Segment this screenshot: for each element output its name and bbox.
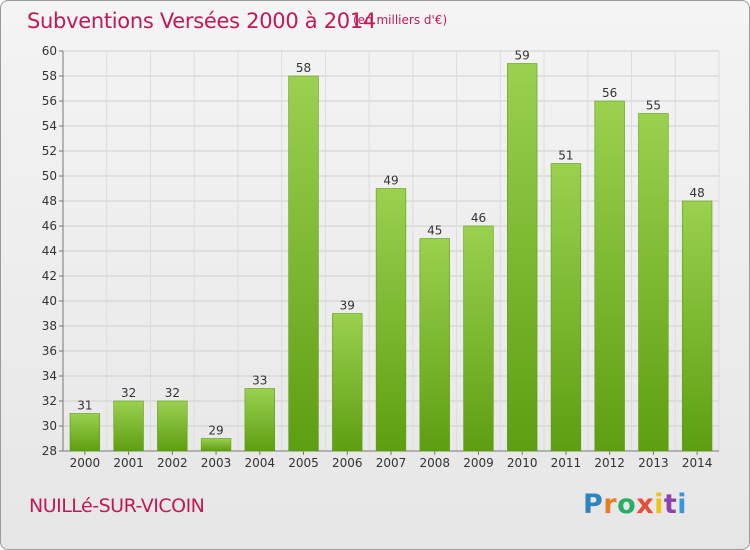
y-tick-label: 56 [42, 94, 57, 108]
bar [594, 100, 625, 452]
y-tick-label: 52 [42, 144, 57, 158]
y-tick-label: 48 [42, 194, 57, 208]
data-label: 59 [515, 49, 530, 63]
y-tick-label: 42 [42, 269, 57, 283]
y-tick-label: 50 [42, 169, 57, 183]
bars [69, 63, 713, 452]
bar [463, 225, 494, 452]
y-tick-label: 44 [42, 244, 57, 258]
bar [157, 400, 188, 452]
y-tick-label: 28 [42, 444, 57, 458]
bar [200, 438, 232, 452]
data-label: 31 [77, 399, 92, 413]
bar [550, 163, 582, 452]
commune-name: NUILLé-SUR-VICOIN [29, 495, 205, 517]
data-label: 48 [689, 186, 704, 200]
data-label: 45 [427, 224, 442, 238]
logo-letter: o [617, 489, 637, 520]
x-tick-label: 2008 [419, 456, 450, 470]
y-tick-label: 30 [42, 419, 57, 433]
y-tick-label: 34 [42, 369, 57, 383]
data-label: 55 [646, 99, 661, 113]
data-label: 39 [340, 299, 355, 313]
y-tick-label: 58 [42, 69, 57, 83]
y-tick-label: 60 [42, 44, 57, 58]
data-label: 51 [558, 149, 573, 163]
data-labels: 31 32 32 29 33 58 39 49 45 46 59 51 56 55 48 [77, 49, 705, 438]
data-label: 32 [121, 386, 136, 400]
x-tick-label: 2007 [376, 456, 407, 470]
x-tick-label: 2002 [157, 456, 188, 470]
x-tick-label: 2000 [70, 456, 101, 470]
bar [375, 188, 407, 452]
x-tick-label: 2004 [245, 456, 276, 470]
y-tick-label: 36 [42, 344, 57, 358]
x-tick-label: 2006 [332, 456, 363, 470]
x-tick-label: 2010 [507, 456, 538, 470]
data-label: 49 [383, 174, 398, 188]
bar [681, 200, 713, 452]
x-tick-label: 2009 [463, 456, 494, 470]
data-label: 56 [602, 86, 617, 100]
logo-letter: i [677, 489, 688, 520]
y-tick-label: 38 [42, 319, 57, 333]
logo-letter: t [663, 489, 678, 520]
bar [69, 413, 101, 452]
x-tick-label: 2001 [113, 456, 144, 470]
data-label: 46 [471, 211, 486, 225]
bar [332, 313, 363, 452]
x-tick-label: 2011 [551, 456, 582, 470]
data-label: 29 [208, 424, 223, 438]
chart-unit: (en milliers d'€) [353, 13, 448, 27]
bar [244, 388, 275, 452]
chart-title: Subventions Versées 2000 à 2014 [27, 9, 376, 33]
proxiti-logo[interactable]: Proxiti [583, 489, 687, 520]
data-label: 33 [252, 374, 267, 388]
y-tick-label: 32 [42, 394, 57, 408]
x-tick-label: 2003 [201, 456, 232, 470]
x-tick-label: 2005 [288, 456, 319, 470]
y-tick-label: 54 [42, 119, 57, 133]
y-tick-label: 46 [42, 219, 57, 233]
y-tick-label: 40 [42, 294, 57, 308]
logo-letter: P [583, 489, 604, 520]
logo-letter: i [654, 489, 664, 520]
data-label: 32 [165, 386, 180, 400]
bar [113, 400, 144, 452]
x-tick-label: 2013 [638, 456, 669, 470]
x-tick-label: 2014 [682, 456, 713, 470]
x-tick-label: 2012 [594, 456, 625, 470]
bar [288, 75, 319, 452]
bar [638, 113, 669, 452]
bar [419, 238, 450, 452]
bar [507, 63, 538, 452]
data-label: 58 [296, 61, 311, 75]
logo-letter: r [603, 489, 618, 520]
logo-letter: x [636, 489, 655, 520]
